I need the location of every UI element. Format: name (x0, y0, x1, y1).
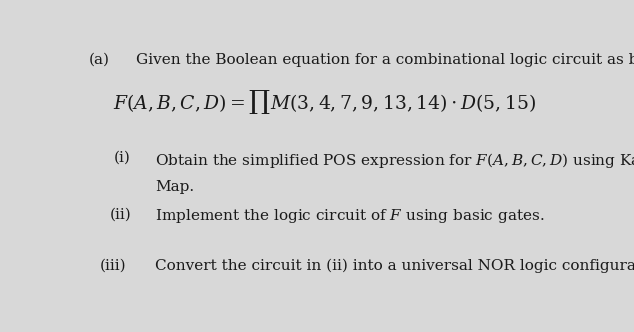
Text: (ii): (ii) (110, 207, 132, 221)
Text: Obtain the simplified POS expression for $\mathit{F(A,B,C,D)}$ using Karnaugh: Obtain the simplified POS expression for… (155, 151, 634, 170)
Text: Map.: Map. (155, 181, 195, 195)
Text: (i): (i) (113, 151, 131, 165)
Text: Implement the logic circuit of $\mathit{F}$ using basic gates.: Implement the logic circuit of $\mathit{… (155, 207, 545, 225)
Text: Given the Boolean equation for a combinational logic circuit as below:: Given the Boolean equation for a combina… (136, 52, 634, 67)
Text: (iii): (iii) (100, 258, 127, 273)
Text: Convert the circuit in (ii) into a universal NOR logic configuration.: Convert the circuit in (ii) into a unive… (155, 258, 634, 273)
Text: $F(A, B, C, D) = \prod M(3,4,7,9,13,14) \cdot D(5,15)$: $F(A, B, C, D) = \prod M(3,4,7,9,13,14) … (113, 88, 536, 117)
Text: (a): (a) (89, 52, 110, 67)
